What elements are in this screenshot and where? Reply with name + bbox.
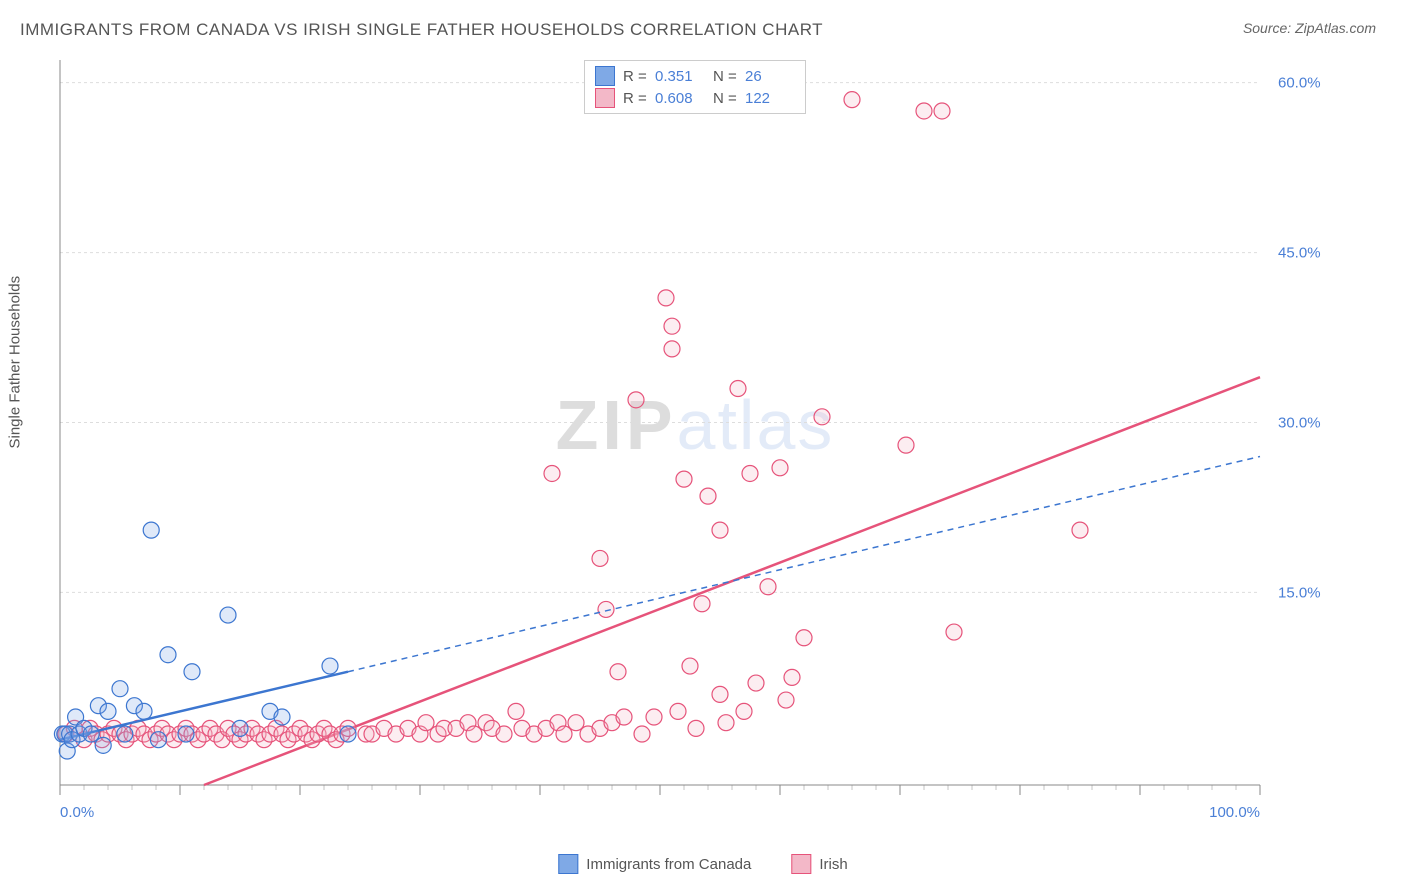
stats-row-irish: R = 0.608 N = 122 xyxy=(595,87,795,109)
legend-label-canada: Immigrants from Canada xyxy=(586,856,751,873)
n-label: N = xyxy=(713,90,737,107)
scatter-plot: 15.0% 30.0% 45.0% 60.0% 0.0% 100.0% xyxy=(50,55,1340,825)
r-value-canada: 0.351 xyxy=(655,68,705,85)
svg-text:15.0%: 15.0% xyxy=(1278,584,1321,601)
stats-legend: R = 0.351 N = 26 R = 0.608 N = 122 xyxy=(584,60,806,114)
y-axis-label: Single Father Households xyxy=(7,276,24,449)
swatch-irish-icon xyxy=(595,88,615,108)
swatch-canada-icon xyxy=(558,854,578,874)
chart-source: Source: ZipAtlas.com xyxy=(1243,20,1376,36)
n-value-irish: 122 xyxy=(745,90,795,107)
stats-row-canada: R = 0.351 N = 26 xyxy=(595,65,795,87)
n-label: N = xyxy=(713,68,737,85)
svg-text:45.0%: 45.0% xyxy=(1278,245,1321,262)
bottom-legend: Immigrants from Canada Irish xyxy=(558,854,847,874)
svg-text:0.0%: 0.0% xyxy=(60,804,94,821)
r-label: R = xyxy=(623,90,647,107)
n-value-canada: 26 xyxy=(745,68,795,85)
svg-text:30.0%: 30.0% xyxy=(1278,415,1321,432)
r-label: R = xyxy=(623,68,647,85)
legend-item-irish: Irish xyxy=(791,854,847,874)
chart-title: IMMIGRANTS FROM CANADA VS IRISH SINGLE F… xyxy=(20,20,823,40)
svg-text:100.0%: 100.0% xyxy=(1209,804,1260,821)
swatch-irish-icon xyxy=(791,854,811,874)
legend-item-canada: Immigrants from Canada xyxy=(558,854,751,874)
svg-text:60.0%: 60.0% xyxy=(1278,75,1321,92)
chart-area: R = 0.351 N = 26 R = 0.608 N = 122 ZIPat… xyxy=(50,55,1340,825)
swatch-canada-icon xyxy=(595,66,615,86)
r-value-irish: 0.608 xyxy=(655,90,705,107)
legend-label-irish: Irish xyxy=(819,856,847,873)
